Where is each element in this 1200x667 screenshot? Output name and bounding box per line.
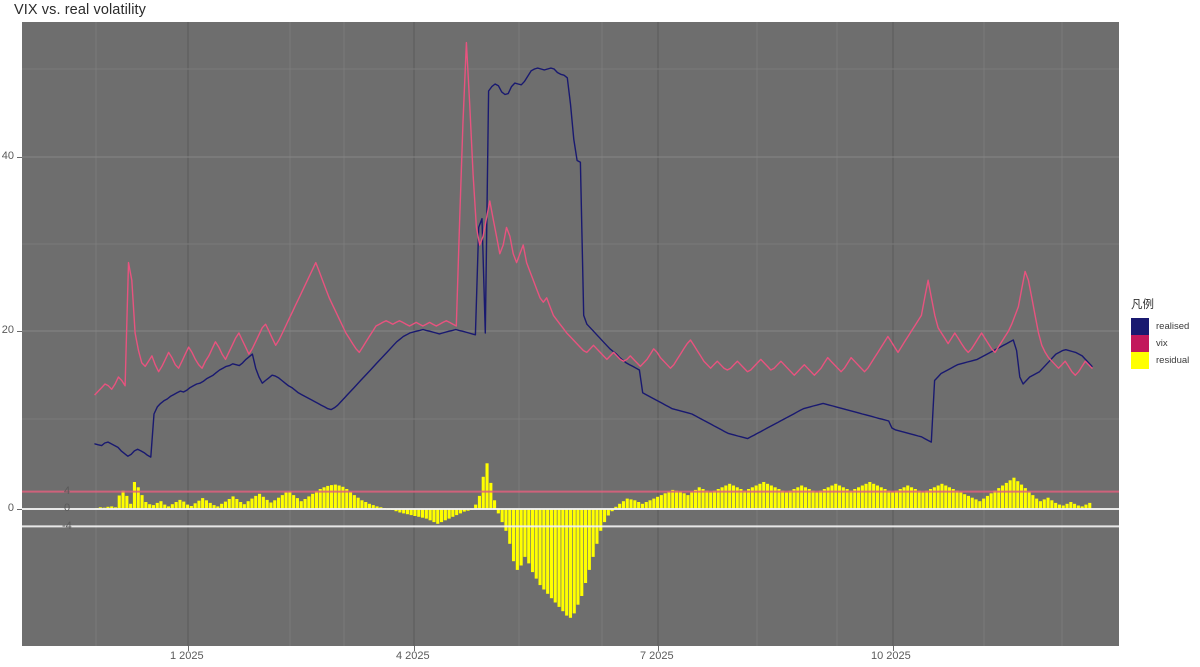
secondary-tick-label-0: 0 [64, 502, 71, 514]
y-tick-mark-40 [17, 157, 22, 158]
y-tick-label-40: 40 [1, 150, 14, 162]
x-tick-label-2: 4 2025 [396, 650, 430, 662]
legend-item-vix[interactable]: vix [1131, 335, 1195, 352]
legend-item-residual[interactable]: residual [1131, 352, 1195, 369]
residual-bars [95, 463, 1092, 618]
plot-area [22, 22, 1119, 646]
x-tick-mark-1 [188, 646, 189, 651]
legend-label-realised: realised [1156, 321, 1190, 332]
secondary-tick-label-4: 4 [64, 485, 71, 497]
legend-title: 凡例 [1131, 299, 1154, 311]
legend: 凡例 realised vix residual [1131, 296, 1195, 369]
x-tick-label-4: 10 2025 [871, 650, 911, 662]
legend-swatch-vix [1131, 335, 1149, 352]
y-tick-mark-20 [17, 331, 22, 332]
series-realised [94, 67, 1093, 458]
x-tick-label-3: 7 2025 [640, 650, 674, 662]
legend-item-realised[interactable]: realised [1131, 318, 1195, 335]
x-tick-mark-2 [414, 646, 415, 651]
y-tick-label-20: 20 [1, 324, 14, 336]
x-tick-mark-3 [658, 646, 659, 651]
x-tick-mark-4 [893, 646, 894, 651]
legend-label-vix: vix [1156, 338, 1168, 349]
y-tick-mark-0 [17, 509, 22, 510]
x-tick-label-1: 1 2025 [170, 650, 204, 662]
legend-swatch-residual [1131, 352, 1149, 369]
reference-lines [22, 490, 1119, 528]
series-vix [94, 41, 1093, 396]
page-title: VIX vs. real volatility [14, 2, 147, 18]
legend-label-residual: residual [1156, 355, 1190, 366]
legend-swatch-realised [1131, 318, 1149, 335]
secondary-tick-label-neg4: -4 [62, 520, 72, 532]
plot-canvas [22, 22, 1119, 646]
y-tick-label-0: 0 [7, 502, 14, 514]
